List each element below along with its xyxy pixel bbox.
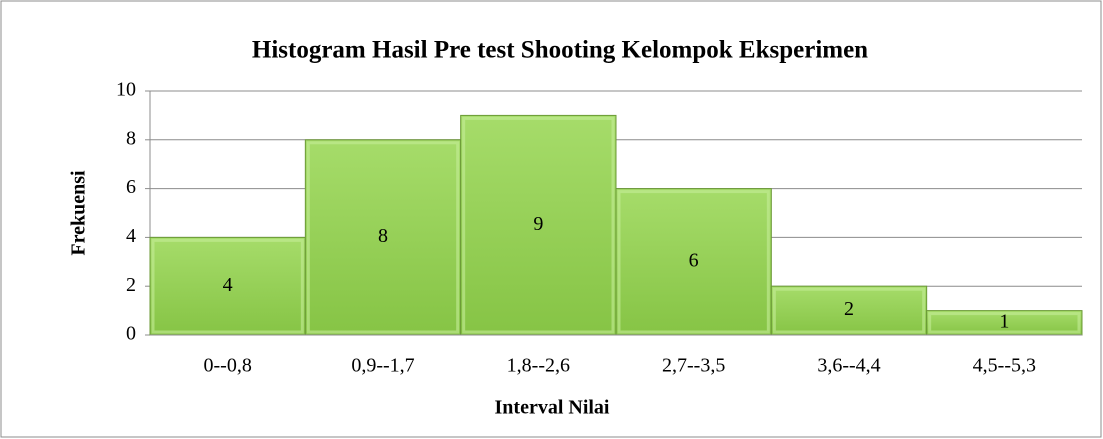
bar-bevel	[772, 287, 926, 334]
y-tick-label: 4	[126, 225, 136, 247]
x-tick-label: 0--0,8	[204, 355, 252, 377]
y-tick-label: 10	[116, 79, 136, 101]
data-label: 1	[999, 310, 1009, 332]
bar	[615, 188, 772, 336]
data-label: 6	[689, 249, 699, 271]
data-label: 2	[844, 298, 854, 320]
x-tick-label: 2,7--3,5	[662, 355, 725, 377]
data-label: 4	[223, 274, 233, 296]
y-axis-title: Frekuensi	[68, 170, 90, 256]
bar	[304, 139, 462, 336]
y-tick-label: 0	[126, 323, 136, 345]
data-label: 8	[378, 225, 388, 247]
x-axis-title: Interval Nilai	[495, 397, 610, 419]
x-tick-label: 0,9--1,7	[351, 355, 414, 377]
bar-bevel	[462, 116, 615, 334]
x-tick-label: 4,5--5,3	[973, 355, 1036, 377]
y-tick-label: 8	[126, 127, 136, 149]
data-label: 9	[533, 213, 543, 235]
bar-bevel	[151, 238, 304, 334]
bar	[460, 114, 617, 336]
x-tick-label: 3,6--4,4	[817, 355, 880, 377]
bar-bevel	[928, 312, 1081, 334]
chart-title: Histogram Hasil Pre test Shooting Kelomp…	[252, 37, 868, 64]
bar	[770, 285, 928, 336]
y-tick-label: 2	[126, 274, 136, 296]
x-tick-label: 1,8--2,6	[507, 355, 570, 377]
y-tick-label: 6	[126, 176, 136, 198]
bar-bevel	[617, 190, 770, 334]
bar	[149, 236, 306, 336]
bar-bevel	[306, 141, 460, 334]
